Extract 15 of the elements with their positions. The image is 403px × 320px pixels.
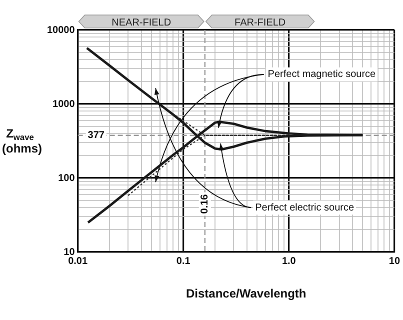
y-tick-label: 10000	[46, 24, 76, 36]
ref-line-label: 377	[88, 130, 105, 142]
x-axis-title: Distance/Wavelength	[186, 286, 306, 300]
y-tick-label: 100	[58, 172, 76, 184]
ref-line-label: 0.16	[200, 194, 211, 214]
text: NEAR-FIELD	[112, 17, 172, 28]
x-tick-label: 0.1	[176, 256, 191, 267]
text: Perfect electric source	[255, 202, 354, 214]
x-tick-label: 10	[388, 256, 400, 267]
x-tick-label: 1.0	[282, 256, 296, 267]
x-tick-label: 0.01	[68, 256, 88, 267]
text: FAR-FIELD	[234, 17, 286, 28]
y-tick-label: 1000	[52, 98, 76, 110]
text: Perfect magnetic source	[268, 69, 376, 80]
y-tick-label: 10	[64, 246, 76, 258]
